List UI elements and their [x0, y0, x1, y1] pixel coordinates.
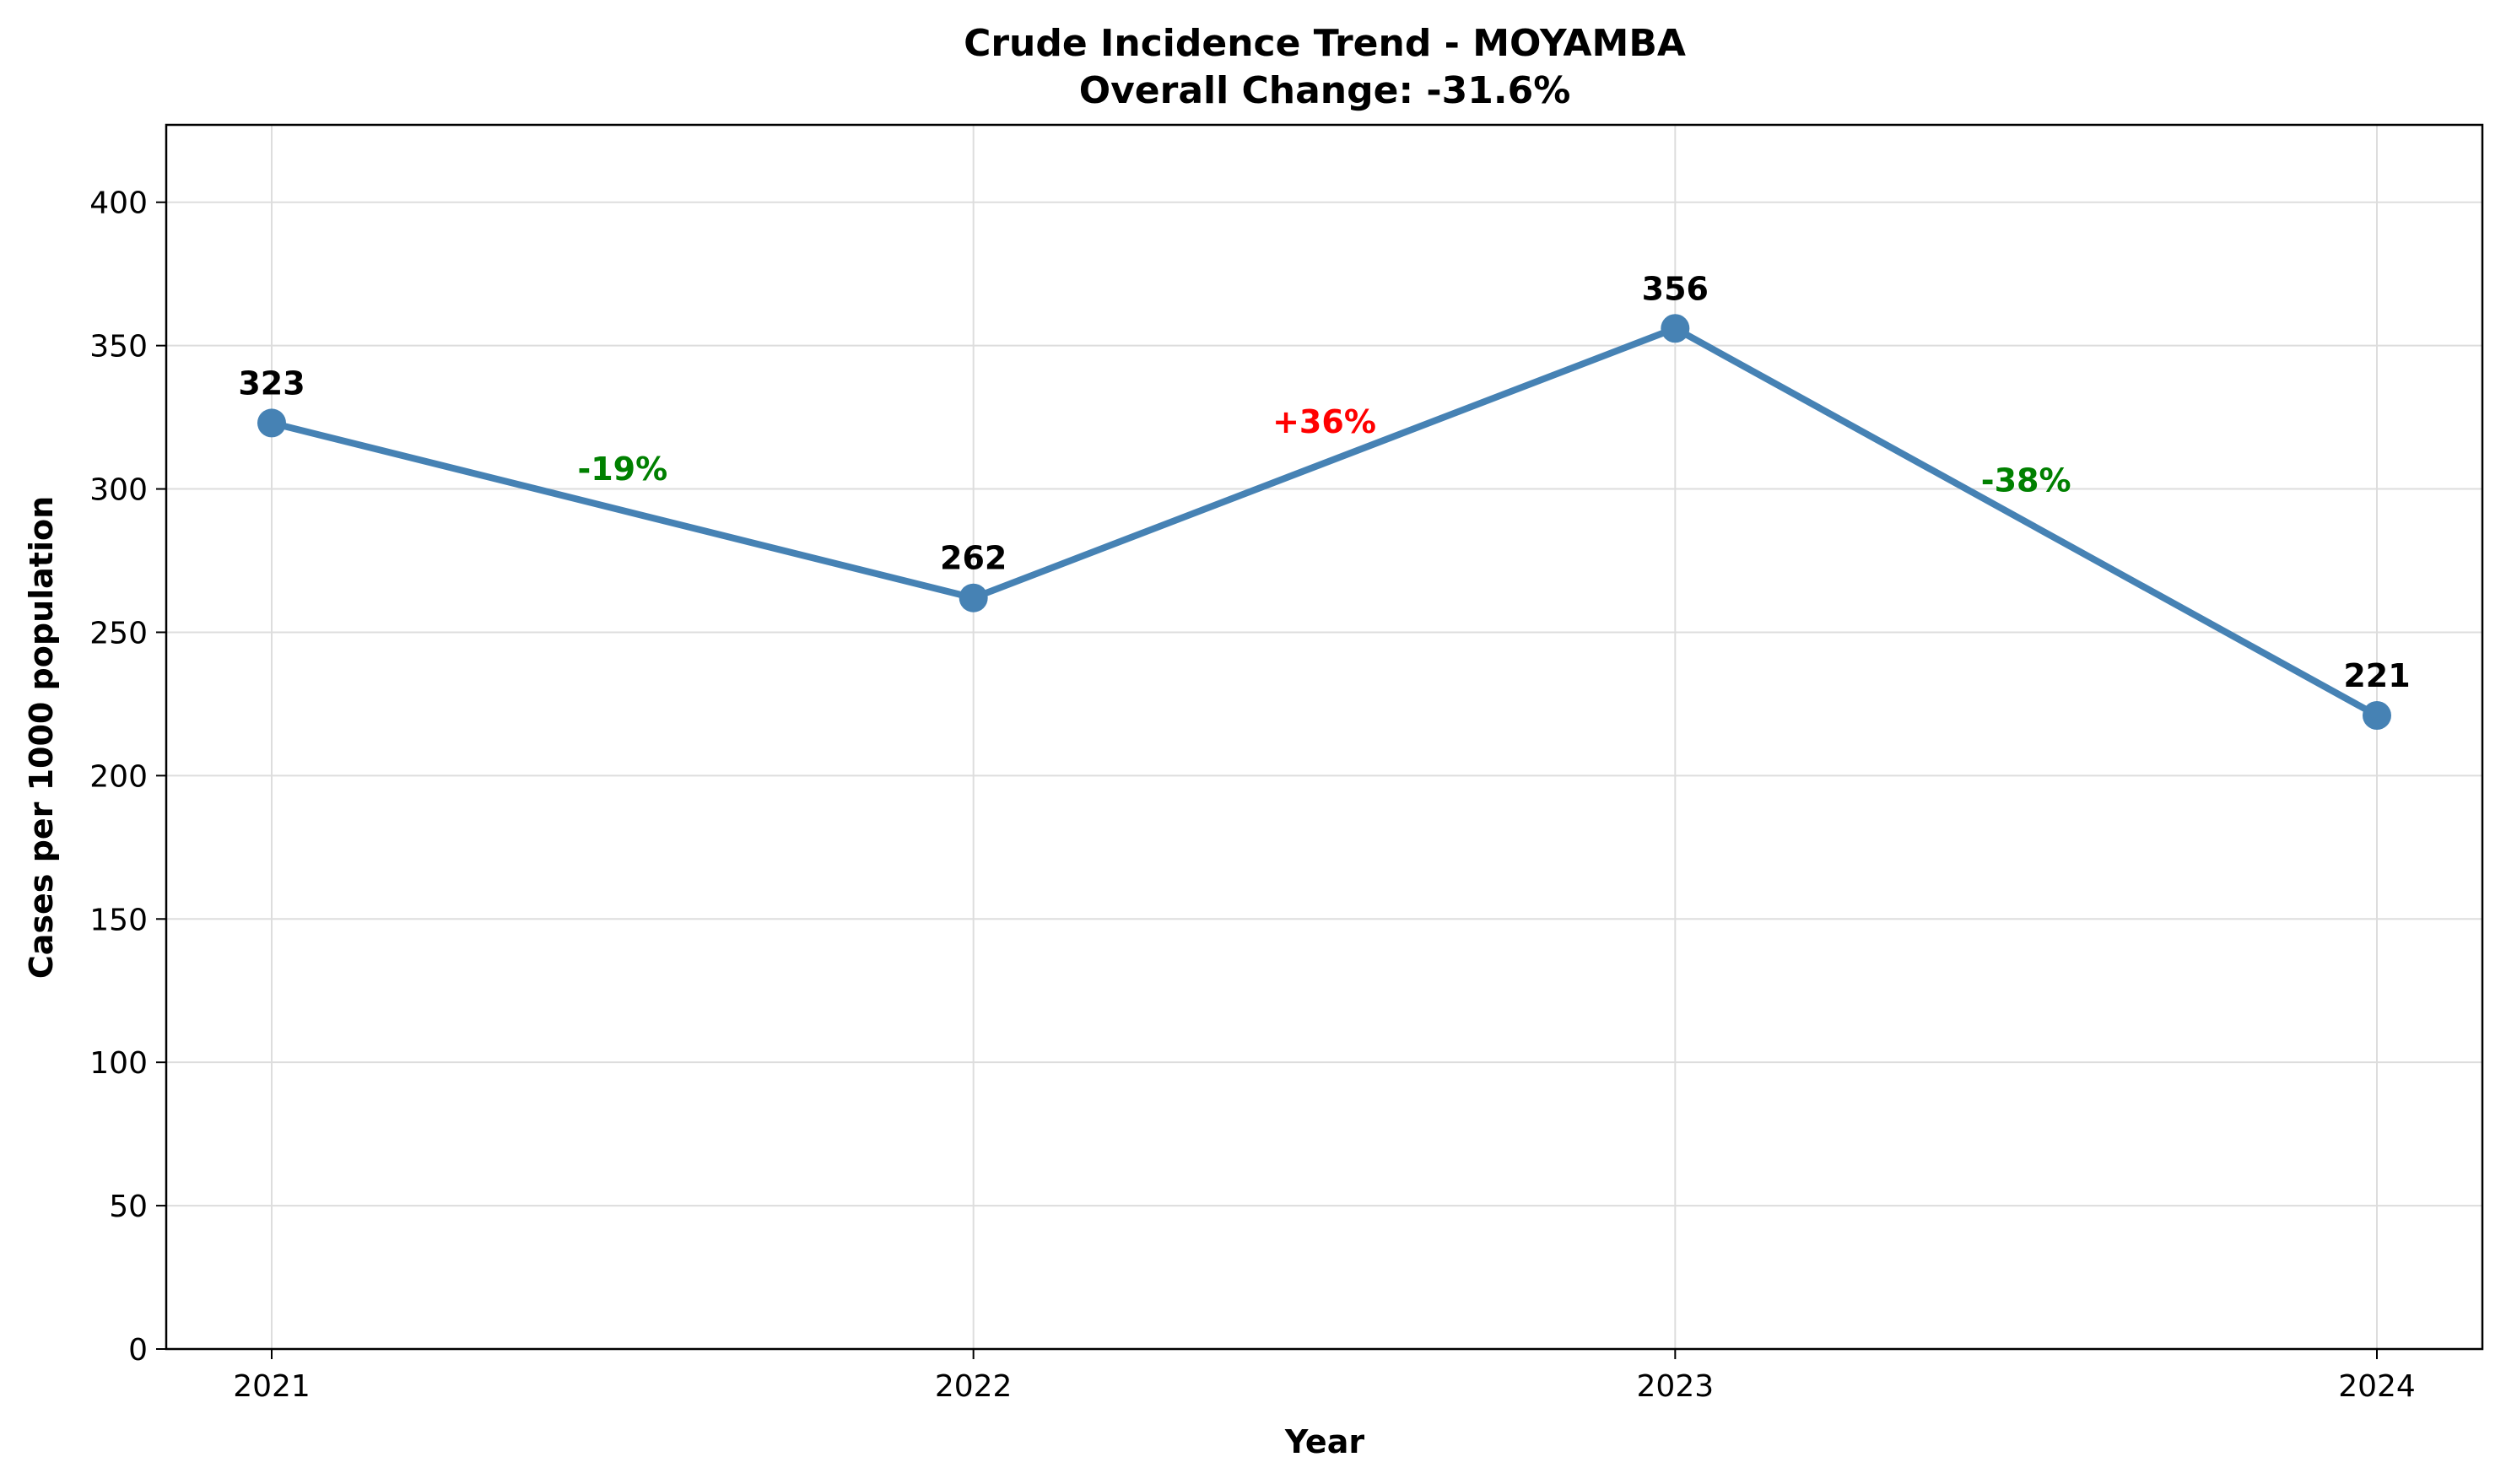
y-tick-label: 250 — [89, 616, 148, 650]
data-label: 221 — [2343, 657, 2410, 694]
chart-subtitle: Overall Change: -31.6% — [1079, 69, 1571, 112]
data-label: 262 — [940, 540, 1007, 577]
y-tick-label: 150 — [89, 903, 148, 937]
y-tick-label: 200 — [89, 759, 148, 794]
series-line — [268, 325, 2380, 720]
axes: 0 50 100 150 200 250 300 350 400 2021 2022 2023 2024 — [89, 186, 2416, 1404]
y-axis-title: Cases per 1000 population — [23, 496, 60, 979]
data-point — [257, 408, 286, 438]
data-point — [1661, 314, 1690, 343]
y-tick-label: 350 — [89, 330, 148, 364]
y-tick-label: 100 — [89, 1046, 148, 1081]
data-point — [2363, 701, 2391, 731]
data-point — [959, 583, 988, 612]
data-label: 323 — [238, 364, 305, 402]
x-tick-label: 2024 — [2338, 1369, 2416, 1404]
y-tick-label: 50 — [109, 1190, 148, 1224]
x-axis-title: Year — [1284, 1423, 1364, 1460]
change-label: +36% — [1272, 403, 1376, 440]
x-tick-label: 2021 — [233, 1369, 311, 1404]
plot-frame — [165, 123, 2484, 1351]
y-tick-label: 0 — [128, 1333, 148, 1368]
data-label: 356 — [1642, 270, 1709, 307]
x-tick-label: 2022 — [935, 1369, 1013, 1404]
x-tick-label: 2023 — [1637, 1369, 1715, 1404]
change-label: -38% — [1981, 462, 2071, 499]
change-label: -19% — [577, 451, 667, 488]
y-tick-label: 300 — [89, 473, 148, 508]
y-tick-label: 400 — [89, 186, 148, 221]
chart-title: Crude Incidence Trend - MOYAMBA — [964, 22, 1686, 65]
annotation-group: 323 262 356 221 -19% +36% -38% — [238, 270, 2410, 694]
series-line-group — [257, 314, 2391, 731]
